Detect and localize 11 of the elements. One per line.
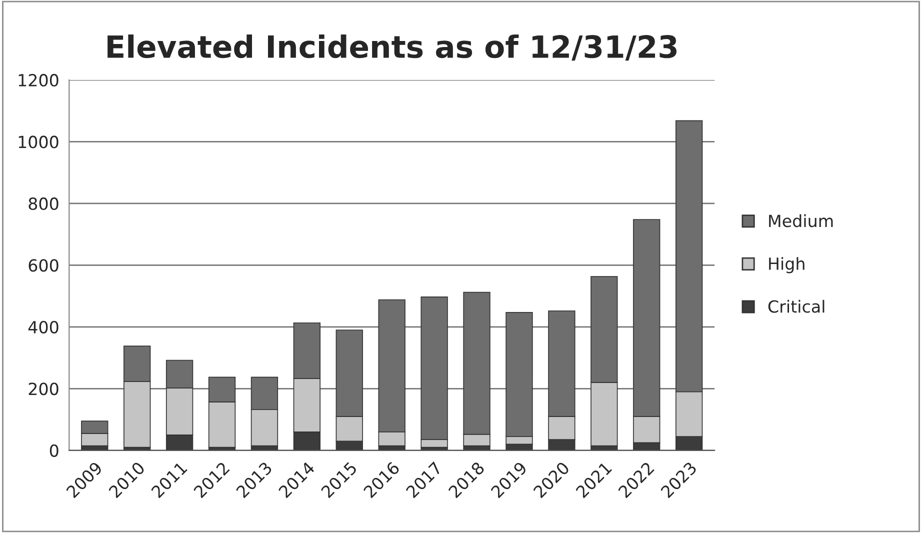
y-tick-label: 600 <box>28 259 58 272</box>
legend-label: Critical <box>768 300 824 313</box>
y-tick-label: 1000 <box>18 136 58 148</box>
y-tick-label: 800 <box>28 197 58 210</box>
chart-title: Elevated Incidents as of 12/31/23 <box>108 34 677 61</box>
y-tick-label: 1200 <box>18 74 58 87</box>
y-tick-label: 400 <box>28 320 58 334</box>
legend-label: High <box>769 257 804 274</box>
y-tick-label: 200 <box>28 382 58 396</box>
y-tick-label: 0 <box>50 444 58 457</box>
legend-label: Medium <box>769 214 833 228</box>
